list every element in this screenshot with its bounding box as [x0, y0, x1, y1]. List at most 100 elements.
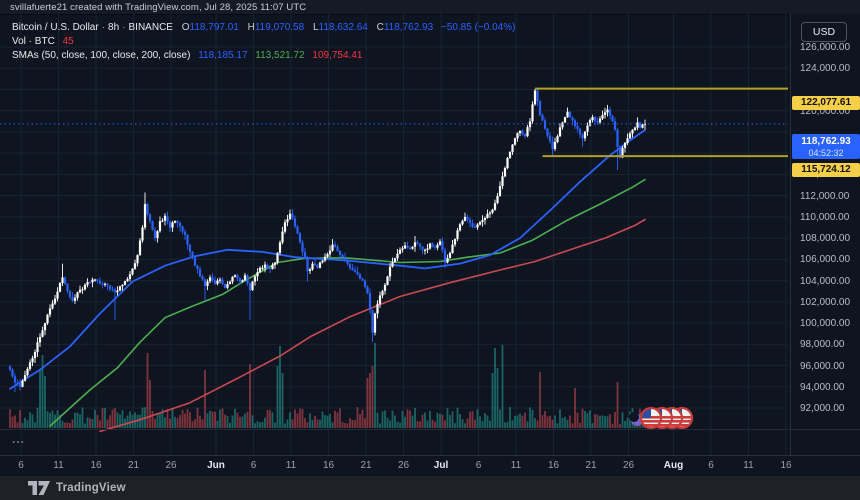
volume-bar [364, 418, 366, 428]
candle-body [481, 220, 484, 223]
tradingview-logo-link[interactable]: TradingView [28, 481, 126, 495]
candle-body [551, 141, 554, 149]
candle-body [28, 362, 32, 369]
candle-body [296, 226, 299, 234]
volume-bar [296, 413, 299, 428]
candle-body [328, 250, 332, 255]
volume-bar [141, 407, 144, 428]
candle-body [246, 275, 249, 284]
candle-body [448, 252, 452, 259]
volume-bar [499, 409, 501, 428]
close-value: 118,762.93 [383, 22, 434, 33]
volume-bar [489, 420, 491, 428]
candle-body [603, 112, 607, 115]
volume-bar [226, 415, 229, 428]
volume-bar [206, 413, 209, 428]
candle-body [613, 121, 617, 130]
time-axis-border [0, 455, 860, 456]
candle-body [231, 276, 234, 282]
volume-bar [391, 410, 394, 428]
currency-button[interactable]: USD [801, 22, 847, 42]
time-axis-month-label: Jul [433, 460, 449, 471]
volume-bar [584, 411, 586, 428]
candle-body [151, 221, 154, 230]
volume-bar [184, 413, 186, 428]
candle-body [248, 283, 252, 291]
volume-bar [359, 414, 361, 428]
candle-body [203, 279, 207, 286]
candle-body [293, 218, 297, 227]
volume-bar [76, 412, 79, 428]
candle-body [358, 274, 362, 279]
volume-bar [601, 415, 604, 428]
sma200-value: 109,754.41 [312, 50, 363, 61]
candle-body [288, 213, 292, 220]
candle-body [621, 147, 624, 158]
candle-body [576, 126, 579, 129]
volume-bar [619, 423, 621, 428]
volume-bar [541, 415, 544, 428]
candle-body [483, 217, 487, 221]
collapsed-pane-button[interactable]: ... [12, 432, 26, 446]
volume-bar [229, 422, 231, 428]
volume-bar [459, 414, 461, 428]
time-axis-month-label: Jun [207, 460, 225, 471]
volume-bar [566, 419, 569, 428]
candle-body [341, 254, 344, 258]
candle-body [526, 127, 529, 137]
volume-bar [469, 411, 471, 428]
candle-body [368, 293, 372, 311]
volume-bar [136, 414, 139, 428]
volume-bar [209, 410, 211, 428]
candle-body [291, 213, 294, 219]
time-scale[interactable]: 6 11 16 21 26 Jun 6 11 16 21 26 Jul 6 11 16 21 26 Aug 6 11 1… [0, 456, 860, 475]
volume-bar [199, 415, 201, 428]
candle-body [428, 243, 432, 249]
candle-body [168, 221, 172, 228]
candle-body [626, 138, 629, 143]
candle-body [606, 109, 609, 113]
volume-bar [544, 411, 546, 428]
candle-body [143, 204, 147, 228]
candle-body [493, 203, 497, 210]
high-letter: H [247, 22, 255, 33]
time-axis-day-label: 16 [547, 460, 560, 471]
volume-bar [269, 409, 271, 428]
volume-bar [221, 408, 224, 428]
legend-sma-row[interactable]: SMAs (50, close, 100, close, 200, close)… [12, 49, 515, 62]
volume-bar [126, 415, 129, 428]
volume-bar [316, 419, 319, 428]
time-axis-day-label: 11 [510, 460, 522, 471]
candle-body [56, 291, 59, 299]
volume-bar [579, 422, 581, 428]
candle-body [356, 271, 359, 275]
volume-bar [104, 407, 106, 428]
price-scale[interactable]: USD 126,000.00124,000.00120,000.00116,00… [790, 14, 860, 455]
time-axis-day-label: 26 [397, 460, 410, 471]
candle-body [461, 220, 464, 225]
volume-bar [591, 423, 594, 428]
price-axis-label: 100,000.00 [800, 318, 851, 330]
volume-bar [596, 414, 599, 428]
volume-bar [354, 420, 356, 428]
candle-body [148, 214, 152, 222]
candle-body [421, 246, 424, 250]
volume-bar [314, 415, 316, 428]
chart-canvas[interactable] [0, 14, 790, 455]
volume-bar [329, 413, 331, 428]
candle-body [411, 246, 414, 249]
time-axis-day-label: 16 [780, 460, 792, 471]
candle-body [268, 268, 272, 270]
candle-body [503, 168, 507, 177]
candle-body [571, 117, 574, 121]
legend-volume-row[interactable]: Vol · BTC 45 [12, 35, 515, 48]
candle-body [223, 283, 227, 289]
volume-bar [66, 422, 69, 428]
candle-body [266, 264, 269, 269]
volume-bar [91, 419, 94, 428]
volume-bar [399, 422, 401, 428]
pane-divider[interactable] [0, 429, 860, 430]
legend-symbol-row[interactable]: Bitcoin / U.S. Dollar · 8h · BINANCE O118,79… [12, 22, 516, 33]
volume-bar [156, 413, 159, 428]
smas-label: SMAs (50, close, 100, close, 200, close) [12, 50, 191, 61]
